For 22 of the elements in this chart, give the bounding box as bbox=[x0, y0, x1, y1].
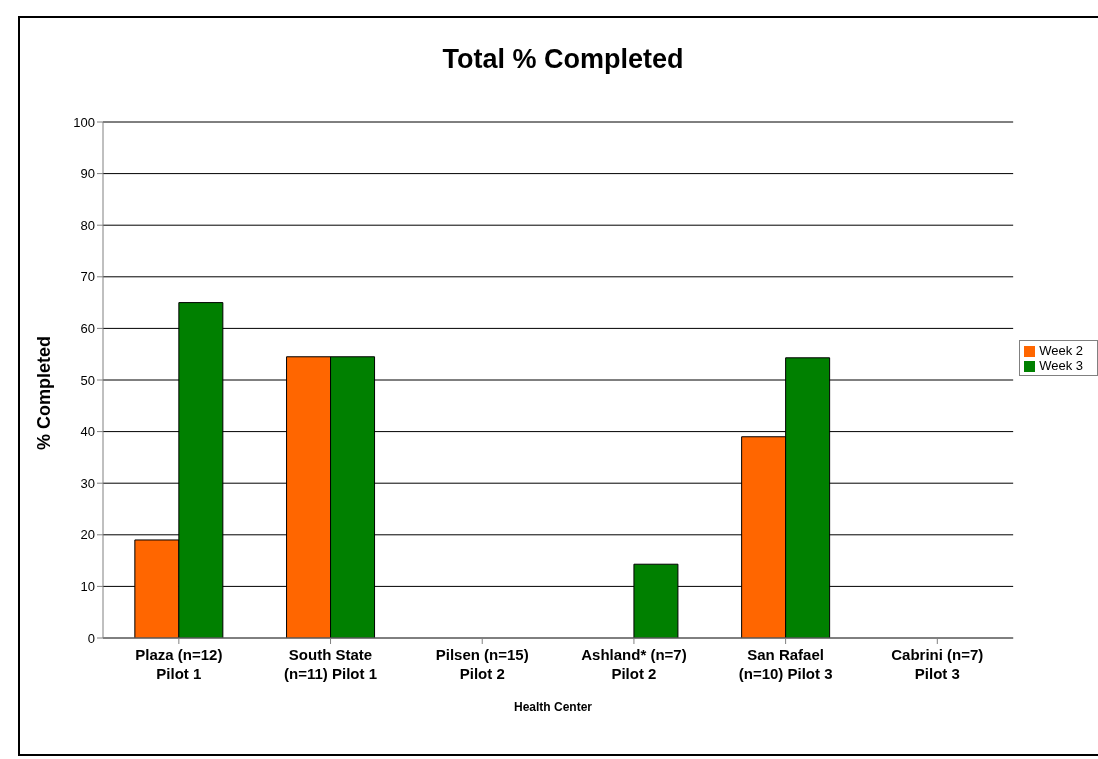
y-tick-label: 100 bbox=[73, 114, 95, 130]
y-tick-label: 20 bbox=[80, 527, 95, 543]
y-tick-label: 10 bbox=[80, 579, 95, 595]
y-tick-label: 80 bbox=[80, 217, 95, 233]
x-tick-label: Plaza (n=12) Pilot 1 bbox=[135, 646, 223, 682]
y-tick-label: 60 bbox=[80, 321, 95, 337]
x-axis-title: Health Center bbox=[513, 700, 593, 714]
y-tick-label: 0 bbox=[87, 630, 95, 646]
legend-label: Week 3 bbox=[1039, 358, 1083, 373]
y-tick-label: 50 bbox=[80, 372, 95, 388]
y-tick-label: 30 bbox=[80, 475, 95, 491]
x-tick-label: Pilsen (n=15) Pilot 2 bbox=[435, 646, 529, 682]
x-tick-label: Ashland* (n=7) Pilot 2 bbox=[581, 646, 687, 682]
x-tick-label: San Rafael (n=10) Pilot 3 bbox=[738, 646, 833, 682]
x-tick-label: South State (n=11) Pilot 1 bbox=[284, 646, 378, 682]
y-tick-label: 70 bbox=[80, 269, 95, 285]
y-tick-label: 90 bbox=[80, 166, 95, 182]
y-axis-title: % Completed bbox=[33, 335, 55, 451]
y-tick-label: 40 bbox=[80, 424, 95, 440]
legend-label: Week 2 bbox=[1039, 343, 1083, 358]
chart-title: Total % Completed bbox=[441, 44, 685, 75]
x-tick-label: Cabrini (n=7) Pilot 3 bbox=[891, 646, 984, 682]
